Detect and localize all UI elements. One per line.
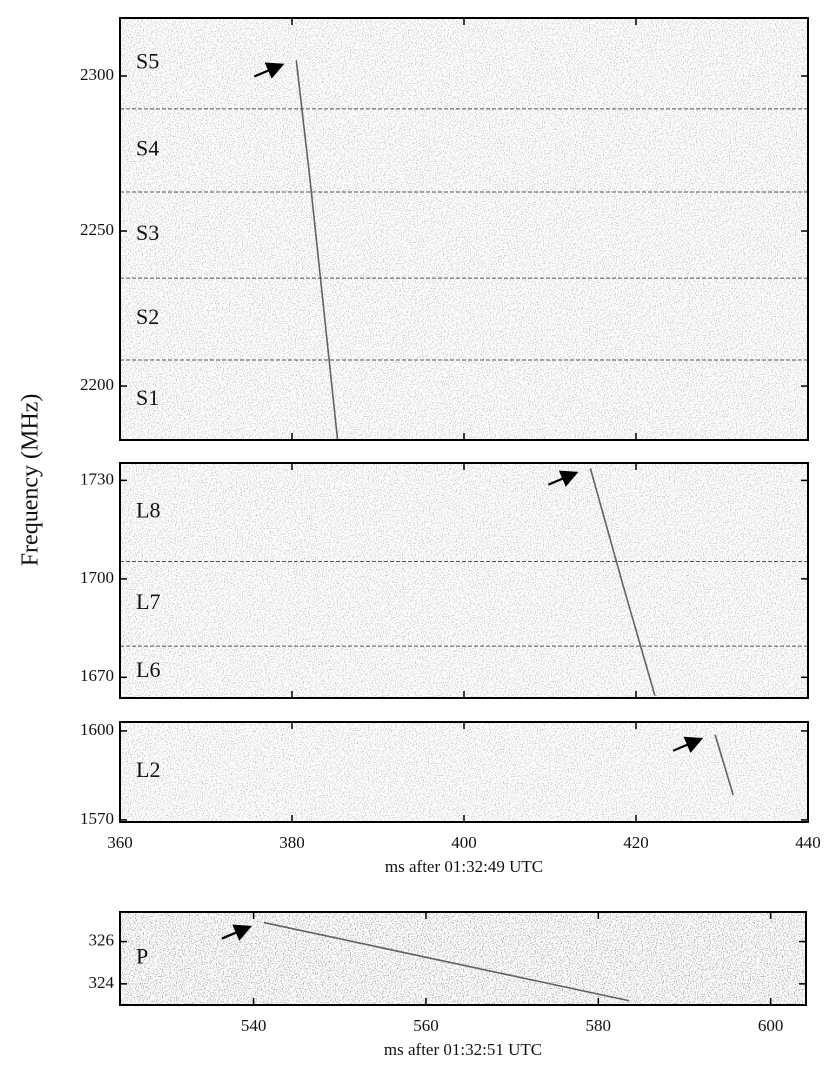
x-tick-label: 420 [623,833,649,852]
x-tick-label: 380 [279,833,305,852]
noise [120,912,806,1005]
pulse-track [589,468,656,696]
x-tick-label: 400 [451,833,477,852]
y-tick-label: 1570 [80,809,114,828]
band-label: L7 [136,589,160,614]
panel-frame [119,911,807,1006]
arrow [547,470,579,487]
y-tick-label: 1670 [80,666,114,685]
x-tick-label: 440 [795,833,821,852]
noise [120,18,808,440]
y-tick-label: 2200 [80,375,114,394]
band-label: L2 [136,757,160,782]
x-tick-label: 540 [241,1016,267,1035]
x-axis-label: ms after 01:32:49 UTC [385,857,543,876]
band-label: S2 [136,304,159,329]
y-tick-label: 2300 [80,65,114,84]
arrow [672,736,704,754]
y-tick-label: 324 [89,973,115,992]
x-tick-label: 580 [586,1016,612,1035]
band-label: S5 [136,48,159,73]
arrow [253,62,285,79]
x-axis-label: ms after 01:32:51 UTC [384,1040,542,1059]
band-label: S3 [136,220,159,245]
x-tick-label: 600 [758,1016,784,1035]
pulse-track [714,734,734,796]
y-tick-label: 1600 [80,720,114,739]
pulse-track [295,60,339,441]
noise [120,722,808,822]
band-label: P [136,944,148,969]
y-tick-label: 326 [89,930,115,949]
band-label: S4 [136,135,159,160]
y-axis-label: Frequency (MHz) [18,394,44,567]
y-tick-label: 1700 [80,568,114,587]
x-tick-label: 560 [413,1016,439,1035]
noise [120,463,808,698]
y-tick-label: 2250 [80,220,114,239]
x-tick-label: 360 [107,833,133,852]
arrow [221,924,252,941]
pulse-track [263,921,630,1002]
band-label: L6 [136,657,160,682]
y-tick-label: 1730 [80,469,114,488]
band-label: L8 [136,497,160,522]
band-label: S1 [136,385,159,410]
